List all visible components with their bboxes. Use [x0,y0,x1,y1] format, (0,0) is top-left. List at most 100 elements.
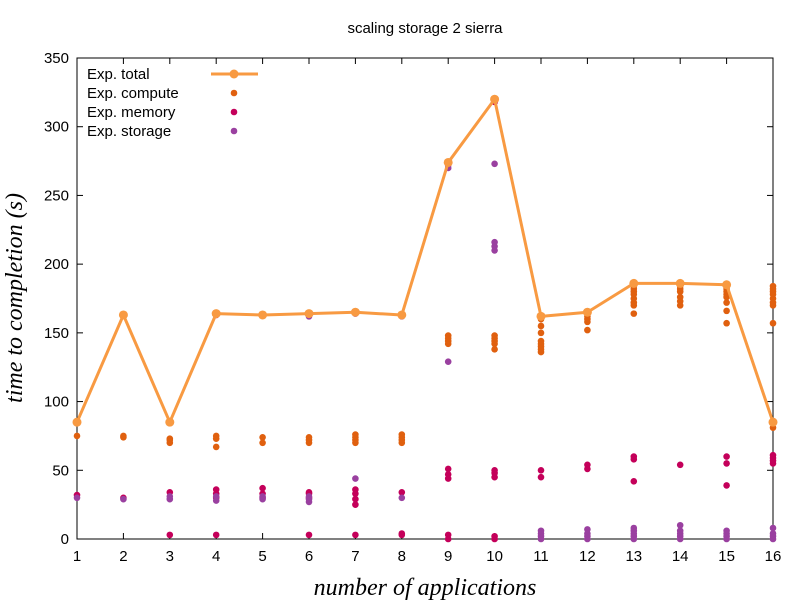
compute-point [676,293,684,301]
storage-point [259,493,266,500]
x-tick-label: 9 [444,548,452,565]
compute-point [584,326,591,334]
total-point [72,417,82,427]
total-point [258,310,268,320]
y-tick-label: 300 [44,119,69,136]
legend-label: Exp. compute [87,85,179,102]
storage-point [630,524,638,532]
y-tick-label: 0 [61,531,69,548]
memory-point [352,531,359,539]
memory-point [444,465,452,473]
legend-label: Exp. memory [87,104,176,121]
storage-point [166,493,174,500]
x-tick-label: 10 [486,548,503,565]
storage-point [723,527,730,535]
legend-swatch-point [230,108,238,116]
total-point [443,157,453,167]
storage-point [537,527,545,535]
x-tick-label: 11 [533,548,549,565]
legend-swatch-point [230,127,238,135]
total-point [211,309,221,319]
x-axis-label: number of applications [314,575,537,600]
storage-point [491,160,498,168]
memory-point [537,466,545,474]
compute-point [491,346,498,353]
memory-point [444,471,452,478]
series-line-total [75,97,775,424]
x-tick-label: 12 [579,548,596,565]
memory-point [352,501,359,508]
storage-point [676,527,684,535]
legend: Exp. total Exp. compute Exp. memory Exp. st… [87,66,258,140]
total-point [536,311,546,321]
compute-point [491,332,498,339]
compute-point [305,434,313,441]
memory-point [166,531,174,539]
memory-point [723,482,730,489]
storage-point [398,494,406,502]
memory-point [398,530,406,537]
memory-point [630,477,638,485]
x-tick-label: 6 [305,548,313,565]
memory-point [537,473,545,481]
memory-point [212,531,220,539]
memory-point [723,460,730,467]
x-tick-label: 4 [212,548,220,565]
memory-point [352,486,359,493]
compute-point [537,329,545,337]
chart-title: scaling storage 2 sierra [347,20,503,37]
total-point [722,280,732,290]
storage-point [120,495,127,503]
compute-point [352,431,359,438]
storage-point [352,475,359,482]
y-axis-label: time to completion (s) [2,193,28,403]
compute-point [212,432,220,440]
x-tick-label: 14 [672,548,689,565]
x-tick-label: 16 [765,548,782,565]
storage-point [584,526,591,533]
x-tick-label: 3 [166,548,174,565]
x-tick-label: 7 [351,548,359,565]
y-tick-label: 100 [44,394,69,411]
memory-point [584,461,591,469]
memory-point [723,453,730,460]
y-tick-label: 150 [44,325,69,342]
memory-point [491,532,498,540]
total-point [768,417,778,427]
x-tick-label: 1 [73,548,81,565]
compute-point [630,310,638,317]
compute-point [398,431,406,438]
total-point [165,417,175,427]
compute-point [73,432,81,440]
compute-point [723,299,730,306]
compute-point [259,434,266,441]
total-point [350,307,360,317]
compute-point [723,319,730,327]
memory-point [769,451,777,459]
compute-point [166,435,174,442]
storage-point [305,493,313,500]
storage-point [491,238,498,246]
compute-point [537,337,545,345]
y-tick-label: 50 [52,462,69,479]
compute-point [259,439,266,447]
compute-point [120,432,127,440]
compute-point [723,307,730,315]
total-point [675,278,685,288]
total-point [397,310,407,320]
total-point [118,310,128,320]
compute-point [769,319,777,327]
x-tick-label: 2 [119,548,127,565]
storage-point [73,494,81,502]
total-point [582,307,592,317]
y-tick-label: 350 [44,50,69,67]
storage-point [769,530,777,537]
y-tick-label: 200 [44,256,69,273]
compute-point [212,443,220,451]
memory-point [398,488,406,496]
x-tick-label: 15 [718,548,735,565]
memory-point [676,461,684,469]
x-axis: 1 2 3 4 5 6 7 8 9 10 11 12 13 14 15 16 [73,58,782,565]
memory-point [305,531,313,539]
